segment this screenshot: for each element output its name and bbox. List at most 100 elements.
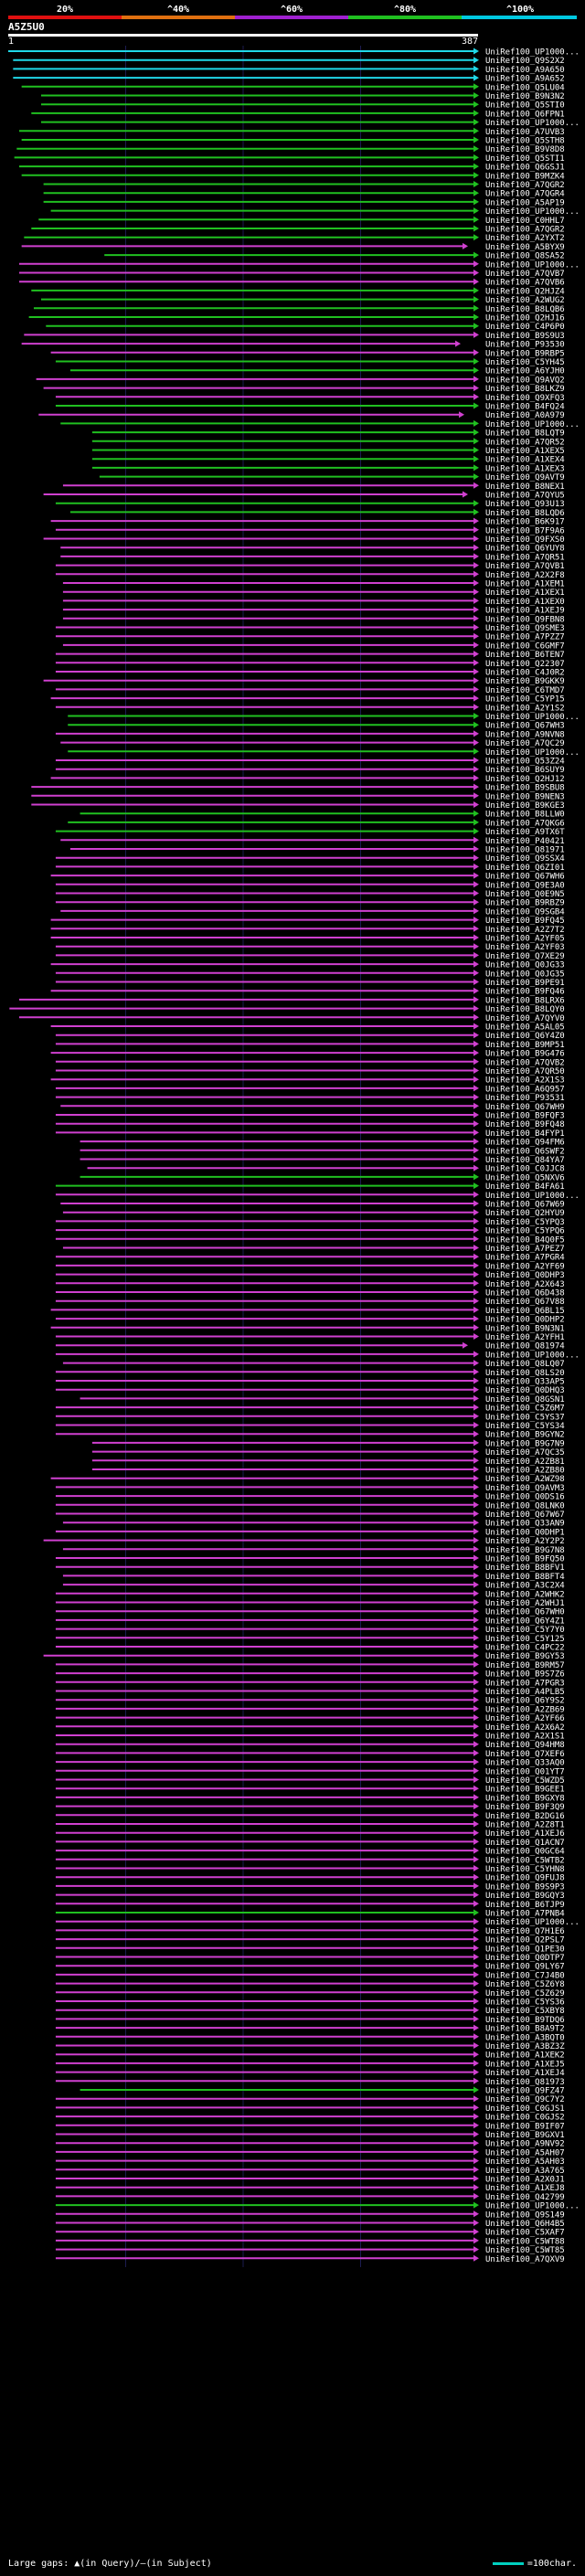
hit-label: UniRef100_Q2HYU9 (485, 1209, 565, 1218)
hit-arrow (473, 1475, 479, 1482)
hit-arrow (473, 1156, 479, 1162)
hit-arrow (473, 1253, 479, 1260)
hit-label: UniRef100_B8BFV1 (485, 1564, 565, 1573)
hit-arrow (473, 747, 479, 755)
hit-label: UniRef100_A1XEK2 (485, 2051, 565, 2061)
hit-arrow (473, 251, 479, 259)
hit-arrow (473, 553, 479, 560)
gap-legend: Large gaps: ▲(in Query)/–(in Subject) (8, 2559, 212, 2569)
hit-label: UniRef100_Q6ZI01 (485, 864, 565, 873)
hit-arrow (473, 1607, 479, 1615)
hit-arrow (473, 1492, 479, 1500)
hit-label: UniRef100_A2Z7T2 (485, 926, 565, 935)
hit-arrow (473, 1032, 479, 1039)
hit-label: UniRef100_Q33AN9 (485, 1520, 565, 1529)
hit-label: UniRef100_C6TMD7 (485, 686, 565, 695)
hit-arrow (473, 2166, 479, 2173)
hit-arrow (473, 960, 479, 968)
hit-label: UniRef100_UP1000... (485, 2202, 580, 2211)
hit-label: UniRef100_A3BQT0 (485, 2033, 565, 2042)
hit-label: UniRef100_B7F9A6 (485, 526, 565, 535)
hit-label: UniRef100_B9MP51 (485, 1041, 565, 1050)
hit-arrow (473, 1696, 479, 1703)
hit-arrow (473, 119, 479, 126)
scale-legend: =100char. (492, 2559, 577, 2570)
hit-label: UniRef100_A7QGR2 (485, 181, 565, 190)
hit-arrow (473, 2033, 479, 2041)
hit-label: UniRef100_Q0DTP7 (485, 1954, 565, 1963)
hit-arrow (473, 323, 479, 330)
hit-arrow (473, 641, 479, 649)
hit-label: UniRef100_A7PNB4 (485, 1910, 565, 1919)
hit-arrow (473, 83, 479, 90)
hit-label: UniRef100_Q6H4B5 (485, 2220, 565, 2229)
hit-arrow (473, 1147, 479, 1154)
hit-label: UniRef100_Q84YA7 (485, 1156, 565, 1165)
hit-arrow (473, 1688, 479, 1694)
hit-arrow (473, 419, 479, 427)
hit-label: UniRef100_A5AH07 (485, 2148, 565, 2157)
hit-label: UniRef100_A7QYU5 (485, 492, 565, 501)
hit-label: UniRef100_B9S9P3 (485, 1882, 565, 1892)
hit-arrow (473, 1111, 479, 1118)
hit-label: UniRef100_B6K917 (485, 518, 565, 527)
hit-label: UniRef100_B8BFT4 (485, 1573, 565, 1582)
hit-arrow (473, 1501, 479, 1509)
hit-label: UniRef100_A7QR51 (485, 553, 565, 562)
scale-segment-80 (348, 16, 462, 19)
hit-label: UniRef100_Q9FXS0 (485, 535, 565, 545)
hit-label: UniRef100_B9GEE1 (485, 1786, 565, 1795)
hit-label: UniRef100_Q5STH8 (485, 137, 565, 146)
hit-label: UniRef100_Q6Y4Z0 (485, 1032, 565, 1041)
hit-label: UniRef100_B8LQT9 (485, 429, 565, 439)
hit-label: UniRef100_Q67W69 (485, 1201, 565, 1210)
hit-arrow (473, 881, 479, 888)
hit-arrow (473, 1005, 479, 1012)
hit-label: UniRef100_A2YF05 (485, 935, 565, 944)
scale-segment-60 (235, 16, 348, 19)
hit-arrow (473, 544, 479, 551)
query-ruler (8, 34, 478, 37)
hit-arrow (473, 1226, 479, 1234)
hit-label: UniRef100_C5YS37 (485, 1413, 565, 1422)
scale-label-20: 20% (56, 5, 74, 15)
hit-arrow (473, 1865, 479, 1871)
hit-arrow (473, 1386, 479, 1394)
hit-arrow (473, 1288, 479, 1296)
hit-label: UniRef100_Q67WH9 (485, 1103, 565, 1112)
hit-arrow (473, 1209, 479, 1216)
hit-label: UniRef100_B9MZK4 (485, 172, 565, 181)
hit-label: UniRef100_A1XEJ5 (485, 2060, 565, 2069)
hit-label: UniRef100_UP1000... (485, 1918, 580, 1927)
hit-arrow (473, 1829, 479, 1837)
hit-arrow (473, 234, 479, 241)
hit-label: UniRef100_Q6Y9S2 (485, 1697, 565, 1706)
hit-arrow (473, 588, 479, 596)
hit-label: UniRef100_Q8SA52 (485, 252, 565, 261)
hit-label: UniRef100_A7PGR3 (485, 1679, 565, 1688)
hit-label: UniRef100_A7PZZ7 (485, 633, 565, 642)
hit-label: UniRef100_Q6D438 (485, 1289, 565, 1299)
hit-arrow (473, 632, 479, 640)
hit-arrow (473, 1200, 479, 1207)
hit-label: UniRef100_B6SUY9 (485, 766, 565, 775)
hit-label: UniRef100_A2ZB81 (485, 1458, 565, 1467)
hit-label: UniRef100_Q8LQ07 (485, 1360, 565, 1369)
hit-arrow (473, 1483, 479, 1490)
hit-label: UniRef100_B9TDQ6 (485, 2016, 565, 2025)
hit-arrow (473, 1511, 479, 1517)
hit-label: UniRef100_C4PC22 (485, 1644, 565, 1653)
hit-label: UniRef100_A1XEX3 (485, 464, 565, 473)
hit-label: UniRef100_A2YF69 (485, 1262, 565, 1271)
hit-label: UniRef100_Q8GSN1 (485, 1395, 565, 1405)
hit-label: UniRef100_A1XEX1 (485, 588, 565, 598)
hit-arrow (473, 2148, 479, 2156)
hit-label: UniRef100_B4FQ24 (485, 403, 565, 412)
hit-arrow (473, 1847, 479, 1854)
hit-label: UniRef100_Q6BL15 (485, 1307, 565, 1316)
hit-label: UniRef100_Q0DHP1 (485, 1528, 565, 1537)
hit-label: UniRef100_C6GMF7 (485, 641, 565, 651)
hit-label: UniRef100_A2Y2P2 (485, 1537, 565, 1546)
hit-arrow (473, 863, 479, 870)
